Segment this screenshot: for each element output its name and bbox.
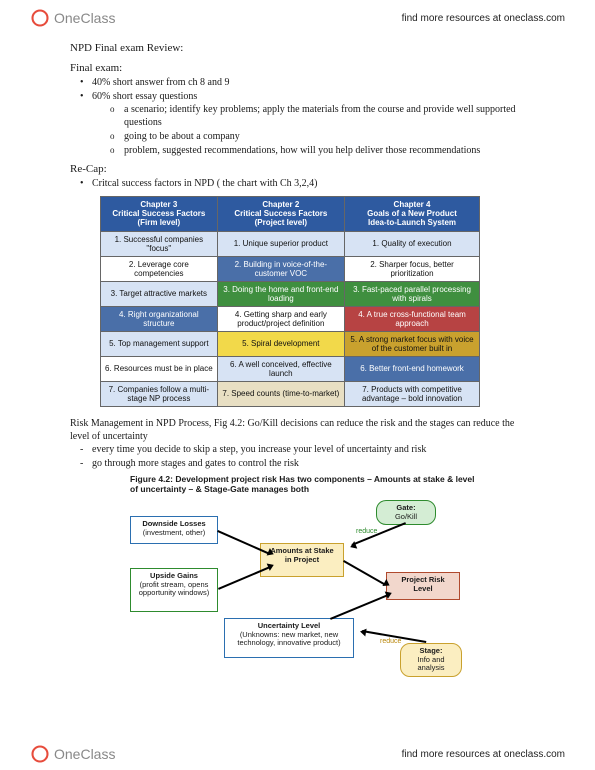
flowchart: Downside Losses(investment, other) Upside… (130, 498, 480, 673)
page-footer: OneClass find more resources at oneclass… (0, 744, 595, 764)
arrow-stage-uncert-head (359, 627, 366, 636)
csf-cell: 1. Quality of execution (345, 231, 480, 256)
label-reduce-bot: reduce (380, 638, 401, 645)
csf-cell: 3. Target attractive markets (101, 281, 218, 306)
footer-link[interactable]: find more resources at oneclass.com (402, 749, 565, 760)
flow-node-uncert: Uncertainty Level(Unknowns: new market, … (224, 618, 354, 658)
logo-icon (30, 744, 50, 764)
csf-row: 7. Companies follow a multi-stage NP pro… (101, 381, 480, 406)
page-header: OneClass find more resources at oneclass… (0, 0, 595, 32)
csf-header-cell: Chapter 4Goals of a New ProductIdea-to-L… (345, 197, 480, 232)
bullet-item: Critcal success factors in NPD ( the cha… (92, 177, 525, 190)
arrow-amounts-risk (343, 560, 386, 585)
logo-icon (30, 8, 50, 28)
csf-row: 5. Top management support5. Spiral devel… (101, 331, 480, 356)
flowchart-caption: Figure 4.2: Development project risk Has… (130, 474, 480, 494)
csf-cell: 7. Products with competitive advantage –… (345, 381, 480, 406)
risk-paragraph: Risk Management in NPD Process, Fig 4.2:… (70, 417, 525, 443)
csf-cell: 5. Spiral development (217, 331, 344, 356)
csf-cell: 2. Sharper focus, better prioritization (345, 256, 480, 281)
logo-top: OneClass (30, 8, 115, 28)
label-reduce-top: reduce (356, 528, 377, 535)
csf-header-cell: Chapter 3Critical Success Factors(Firm l… (101, 197, 218, 232)
sub-bullet-item: going to be about a company (124, 130, 525, 143)
csf-cell: 2. Building in voice-of-the-customer VOC (217, 256, 344, 281)
sub-bullet-item: a scenario; identify key problems; apply… (124, 103, 525, 129)
recap-heading: Re-Cap: (70, 163, 525, 175)
csf-row: 2. Leverage core competencies2. Building… (101, 256, 480, 281)
csf-cell: 2. Leverage core competencies (101, 256, 218, 281)
csf-cell: 6. A well conceived, effective launch (217, 356, 344, 381)
csf-cell: 5. Top management support (101, 331, 218, 356)
csf-cell: 7. Speed counts (time-to-market) (217, 381, 344, 406)
flowchart-wrap: Figure 4.2: Development project risk Has… (130, 474, 480, 673)
csf-row: 6. Resources must be in place6. A well c… (101, 356, 480, 381)
final-exam-heading: Final exam: (70, 62, 525, 74)
bullet-item: 40% short answer from ch 8 and 9 (92, 76, 525, 89)
arrow-upside-amounts (218, 566, 271, 589)
dash-item: every time you decide to skip a step, yo… (92, 443, 525, 456)
recap-bullets: Critcal success factors in NPD ( the cha… (70, 177, 525, 190)
document-body: NPD Final exam Review: Final exam: 40% s… (0, 32, 595, 673)
flow-node-stage: Stage:Info and analysis (400, 643, 462, 677)
csf-cell: 4. A true cross-functional team approach (345, 306, 480, 331)
arrow-uncert-risk (330, 594, 389, 619)
bullet-item: 60% short essay questions a scenario; id… (92, 90, 525, 157)
essay-sub-bullets: a scenario; identify key problems; apply… (92, 103, 525, 157)
csf-cell: 7. Companies follow a multi-stage NP pro… (101, 381, 218, 406)
sub-bullet-item: problem, suggested recommendations, how … (124, 144, 525, 157)
doc-title: NPD Final exam Review: (70, 42, 525, 54)
flow-node-downside: Downside Losses(investment, other) (130, 516, 218, 544)
flow-node-gate: Gate:Go/Kill (376, 500, 436, 525)
csf-cell: 6. Better front-end homework (345, 356, 480, 381)
csf-header-cell: Chapter 2Critical Success Factors(Projec… (217, 197, 344, 232)
logo-text: OneClass (54, 10, 115, 26)
csf-table: Chapter 3Critical Success Factors(Firm l… (100, 196, 480, 407)
csf-row: 3. Target attractive markets3. Doing the… (101, 281, 480, 306)
csf-cell: 1. Successful companies "focus" (101, 231, 218, 256)
flow-node-upside: Upside Gains(profit stream, opens opport… (130, 568, 218, 612)
csf-cell: 4. Right organizational structure (101, 306, 218, 331)
flow-node-amounts: Amounts at Stake in Project (260, 543, 344, 577)
dash-item: go through more stages and gates to cont… (92, 457, 525, 470)
csf-row: 1. Successful companies "focus"1. Unique… (101, 231, 480, 256)
bullet-text: 60% short essay questions (92, 91, 197, 102)
csf-row: 4. Right organizational structure4. Gett… (101, 306, 480, 331)
risk-items: every time you decide to skip a step, yo… (70, 443, 525, 470)
logo-text: OneClass (54, 746, 115, 762)
csf-cell: 3. Fast-paced parallel processing with s… (345, 281, 480, 306)
csf-cell: 1. Unique superior product (217, 231, 344, 256)
flow-node-risk: Project Risk Level (386, 572, 460, 600)
csf-cell: 5. A strong market focus with voice of t… (345, 331, 480, 356)
final-exam-bullets: 40% short answer from ch 8 and 9 60% sho… (70, 76, 525, 157)
logo-bottom: OneClass (30, 744, 115, 764)
header-link[interactable]: find more resources at oneclass.com (402, 13, 565, 24)
csf-cell: 6. Resources must be in place (101, 356, 218, 381)
csf-cell: 3. Doing the home and front-end loading (217, 281, 344, 306)
csf-cell: 4. Getting sharp and early product/proje… (217, 306, 344, 331)
